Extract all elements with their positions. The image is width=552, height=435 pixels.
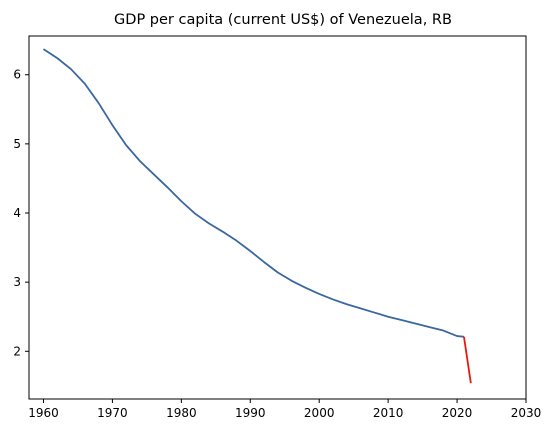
- series-line-0: [42, 48, 465, 338]
- series-line-1: [463, 336, 472, 384]
- y-tick-label: 2: [13, 344, 21, 358]
- y-axis: 2 3 4 5 6: [13, 68, 29, 358]
- x-tick-label: 2000: [304, 406, 335, 420]
- x-tick-label: 2020: [442, 406, 473, 420]
- y-tick-label: 4: [13, 206, 21, 220]
- y-tick-label: 5: [13, 137, 21, 151]
- y-tick-label: 3: [13, 275, 21, 289]
- x-tick-label: 2010: [373, 406, 404, 420]
- x-tick-label: 1970: [97, 406, 128, 420]
- x-tick-label: 1990: [235, 406, 266, 420]
- axes-frame: [28, 35, 527, 400]
- x-axis: 1960 1970 1980 1990 2000 2010 2020 2030: [28, 399, 541, 420]
- x-tick-label: 1960: [28, 406, 59, 420]
- x-tick-label: 2030: [511, 406, 542, 420]
- y-tick-label: 6: [13, 68, 21, 82]
- x-tick-label: 1980: [166, 406, 197, 420]
- chart-title: GDP per capita (current US$) of Venezuel…: [114, 12, 452, 28]
- plot-area: [42, 48, 472, 384]
